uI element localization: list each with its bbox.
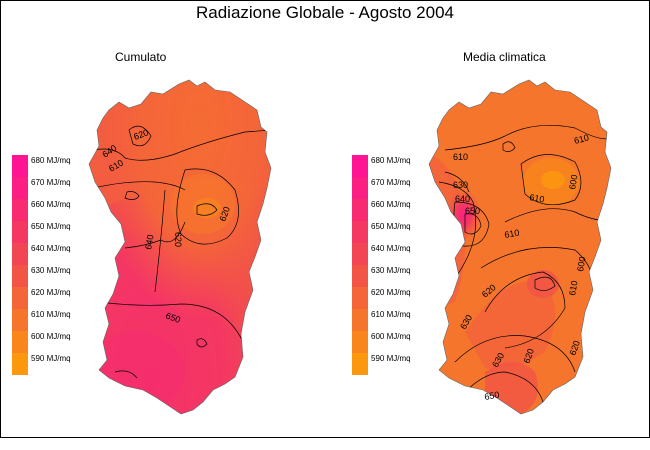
legend-label: 670 MJ/mq bbox=[31, 178, 71, 187]
legend-item: 660 MJ/mq bbox=[12, 199, 132, 221]
legend-label: 660 MJ/mq bbox=[31, 200, 71, 209]
legend-item: 590 MJ/mq bbox=[352, 353, 472, 375]
contour-label: 620 bbox=[173, 232, 183, 247]
legend-swatch bbox=[12, 177, 28, 199]
legend-label: 670 MJ/mq bbox=[371, 178, 411, 187]
legend-swatch bbox=[352, 265, 368, 287]
figure-title: Radiazione Globale - Agosto 2004 bbox=[195, 3, 454, 22]
legend-swatch bbox=[352, 221, 368, 243]
contour-label: 650 bbox=[465, 206, 480, 216]
map-cumulato: 620 640 610 620 620 640 650 bbox=[88, 79, 272, 415]
legend-label: 630 MJ/mq bbox=[371, 266, 411, 275]
contour-label: 630 bbox=[453, 180, 468, 190]
legend-label: 640 MJ/mq bbox=[31, 244, 71, 253]
legend-item: 680 MJ/mq bbox=[352, 155, 472, 177]
legend-swatch bbox=[352, 353, 368, 375]
legend-item: 640 MJ/mq bbox=[12, 243, 132, 265]
subtitle-media-climatica: Media climatica bbox=[463, 50, 546, 64]
contour-label: 600 bbox=[567, 174, 579, 191]
legend-swatch bbox=[12, 331, 28, 353]
legend-item: 620 MJ/mq bbox=[352, 287, 472, 309]
legend-label: 650 MJ/mq bbox=[371, 222, 411, 231]
legend-swatch bbox=[12, 243, 28, 265]
legend-item: 630 MJ/mq bbox=[352, 265, 472, 287]
legend-swatch bbox=[12, 199, 28, 221]
legend-label: 640 MJ/mq bbox=[371, 244, 411, 253]
subtitle-cumulato: Cumulato bbox=[115, 50, 167, 64]
legend-item: 630 MJ/mq bbox=[12, 265, 132, 287]
contour-label: 650 bbox=[484, 390, 501, 402]
legend-swatch bbox=[352, 331, 368, 353]
legend-item: 680 MJ/mq bbox=[12, 155, 132, 177]
legend-label: 620 MJ/mq bbox=[371, 288, 411, 297]
legend-swatch bbox=[352, 177, 368, 199]
contour-label: 640 bbox=[143, 234, 155, 251]
contour-label: 610 bbox=[529, 192, 546, 204]
legend-label: 660 MJ/mq bbox=[371, 200, 411, 209]
legend-item: 620 MJ/mq bbox=[12, 287, 132, 309]
legend-label: 620 MJ/mq bbox=[31, 288, 71, 297]
legend-swatch bbox=[12, 287, 28, 309]
legend-swatch bbox=[352, 309, 368, 331]
contour-label: 620 bbox=[132, 127, 150, 142]
legend-label: 590 MJ/mq bbox=[31, 354, 71, 363]
legend-item: 610 MJ/mq bbox=[352, 309, 472, 331]
legend-item: 660 MJ/mq bbox=[352, 199, 472, 221]
contour-label: 640 bbox=[455, 194, 470, 204]
contour-label: 620 bbox=[567, 339, 582, 357]
legend-swatch bbox=[352, 287, 368, 309]
legend-item: 590 MJ/mq bbox=[12, 353, 132, 375]
legend-swatch bbox=[352, 199, 368, 221]
contour-label: 650 bbox=[164, 310, 182, 325]
legend-swatch bbox=[12, 265, 28, 287]
legend-item: 650 MJ/mq bbox=[352, 221, 472, 243]
legend-item: 670 MJ/mq bbox=[352, 177, 472, 199]
legend-label: 680 MJ/mq bbox=[371, 156, 411, 165]
legend-swatch bbox=[12, 221, 28, 243]
legend-item: 670 MJ/mq bbox=[12, 177, 132, 199]
legend-swatch bbox=[12, 155, 28, 177]
contour-label: 610 bbox=[567, 280, 579, 297]
contour-label: 610 bbox=[573, 132, 590, 146]
legend-item: 640 MJ/mq bbox=[352, 243, 472, 265]
legend-item: 650 MJ/mq bbox=[12, 221, 132, 243]
legend-label: 590 MJ/mq bbox=[371, 354, 411, 363]
contour-label: 600 bbox=[575, 256, 587, 273]
legend-label: 610 MJ/mq bbox=[371, 310, 411, 319]
legend-label: 600 MJ/mq bbox=[371, 332, 411, 341]
contour-label: 620 bbox=[521, 347, 536, 365]
contour-label: 610 bbox=[453, 152, 468, 162]
legend-label: 630 MJ/mq bbox=[31, 266, 71, 275]
legend-swatch bbox=[12, 309, 28, 331]
legend-label: 610 MJ/mq bbox=[31, 310, 71, 319]
contour-label: 610 bbox=[504, 228, 521, 240]
legend-item: 610 MJ/mq bbox=[12, 309, 132, 331]
legend-swatch bbox=[12, 353, 28, 375]
contour-label: 620 bbox=[217, 205, 232, 223]
legend-label: 650 MJ/mq bbox=[31, 222, 71, 231]
legend-item: 600 MJ/mq bbox=[352, 331, 472, 353]
legend-label: 600 MJ/mq bbox=[31, 332, 71, 341]
legend-label: 680 MJ/mq bbox=[31, 156, 71, 165]
legend-item: 600 MJ/mq bbox=[12, 331, 132, 353]
legend-swatch bbox=[352, 155, 368, 177]
legend-swatch bbox=[352, 243, 368, 265]
map-media-climatica: 610 630 640 650 610 600 610 600 610 620 … bbox=[428, 79, 612, 415]
